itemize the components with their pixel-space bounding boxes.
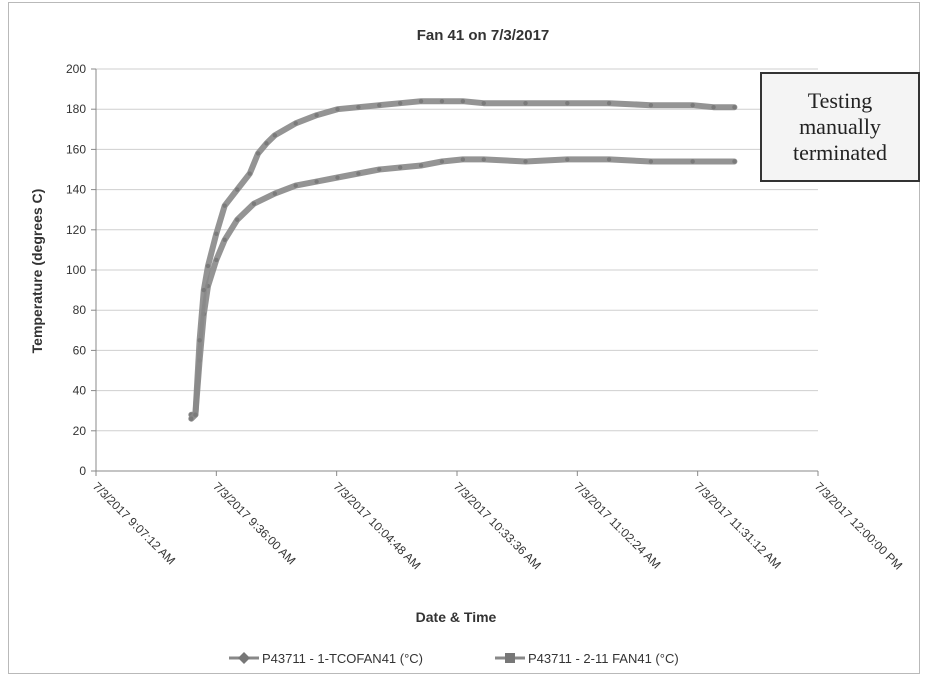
data-point-s2 (255, 151, 261, 156)
data-point-s2 (523, 100, 528, 106)
y-axis-label: Temperature (degrees C) (29, 189, 45, 354)
data-point-s2 (205, 263, 211, 269)
x-tick-label: 7/3/2017 9:07:12 AM (90, 479, 178, 567)
data-point-s2 (193, 412, 198, 417)
y-tick-label: 40 (73, 384, 87, 398)
data-point-s1 (481, 157, 486, 162)
series-line-2 (188, 98, 738, 422)
data-point-s2 (481, 100, 486, 106)
data-point-s1 (377, 167, 382, 172)
data-point-s2 (189, 416, 194, 421)
data-point-s1 (460, 157, 466, 162)
x-axis-ticks: 7/3/2017 9:07:12 AM 7/3/2017 9:36:00 AM 7/… (90, 471, 905, 573)
data-point-s2 (214, 231, 219, 237)
data-point-s1 (397, 165, 403, 170)
data-point-s2 (439, 98, 445, 104)
data-point-s2 (377, 102, 382, 108)
data-point-s2 (690, 102, 695, 108)
data-point-s2 (222, 203, 227, 208)
data-point-s2 (235, 187, 240, 192)
axes (95, 69, 818, 472)
data-point-s1 (565, 157, 570, 162)
series-line-1 (188, 156, 738, 418)
x-tick-label: 7/3/2017 11:31:12 AM (692, 479, 784, 571)
y-tick-label: 200 (66, 62, 86, 76)
y-tick-label: 60 (73, 343, 87, 357)
data-point-s1 (251, 201, 257, 206)
x-tick-label: 7/3/2017 10:04:48 AM (331, 479, 424, 572)
y-tick-label: 0 (79, 464, 86, 478)
y-axis-ticks: 0 20 40 60 80 100 120 140 160 180 200 (66, 62, 96, 478)
data-point-s1 (214, 257, 219, 263)
x-tick-label: 7/3/2017 11:02:24 AM (571, 479, 663, 571)
y-tick-label: 20 (73, 424, 87, 438)
y-tick-label: 120 (66, 223, 86, 237)
y-tick-label: 140 (66, 183, 86, 197)
legend-marker-diamond (238, 652, 250, 664)
y-tick-label: 80 (73, 303, 87, 317)
y-tick-label: 160 (66, 142, 86, 156)
data-point-s1 (272, 191, 278, 196)
data-point-s1 (222, 237, 227, 243)
data-point-s1 (732, 159, 737, 164)
legend-marker-square (505, 653, 515, 663)
data-point-s2 (732, 104, 737, 110)
gridlines (96, 68, 818, 432)
data-point-s1 (235, 217, 240, 222)
data-point-s2 (197, 338, 202, 343)
data-point-s2 (335, 107, 340, 112)
data-point-s1 (314, 179, 319, 184)
y-tick-label: 100 (66, 263, 86, 277)
data-point-s1 (418, 163, 424, 168)
data-point-s1 (523, 159, 528, 164)
data-point-s2 (565, 100, 570, 106)
data-point-s1 (606, 157, 612, 162)
data-point-s2 (460, 98, 466, 104)
data-point-s2 (356, 104, 361, 110)
data-point-s2 (247, 171, 252, 176)
data-point-s2 (648, 102, 654, 108)
x-tick-label: 7/3/2017 12:00:00 PM (812, 479, 905, 572)
legend-label-2: P43711 - 2-11 FAN41 (°C) (528, 651, 679, 666)
x-tick-label: 7/3/2017 10:33:36 AM (451, 479, 544, 572)
data-point-s1 (648, 159, 654, 164)
data-point-s1 (439, 159, 445, 164)
data-point-s1 (690, 159, 695, 164)
data-point-s2 (711, 104, 716, 110)
legend-label-1: P43711 - 1-TCOFAN41 (°C) (262, 651, 423, 666)
data-point-s2 (293, 121, 298, 126)
data-point-s2 (606, 100, 612, 106)
data-point-s2 (272, 133, 278, 138)
data-point-s1 (335, 175, 340, 180)
x-axis-label: Date & Time (416, 609, 497, 625)
data-point-s2 (314, 113, 319, 118)
data-point-s1 (356, 171, 361, 176)
data-point-s1 (293, 183, 298, 188)
data-point-s2 (264, 141, 269, 146)
data-point-s2 (201, 287, 206, 293)
series-lines (188, 98, 738, 422)
chart-title: Fan 41 on 7/3/2017 (417, 27, 550, 44)
data-point-s2 (397, 100, 403, 106)
annotation-box: Testing manually terminated (760, 72, 920, 182)
data-point-s2 (418, 98, 424, 104)
y-tick-label: 180 (66, 102, 86, 116)
legend: P43711 - 1-TCOFAN41 (°C) P43711 - 2-11 F… (229, 651, 679, 666)
x-tick-label: 7/3/2017 9:36:00 AM (210, 479, 298, 567)
